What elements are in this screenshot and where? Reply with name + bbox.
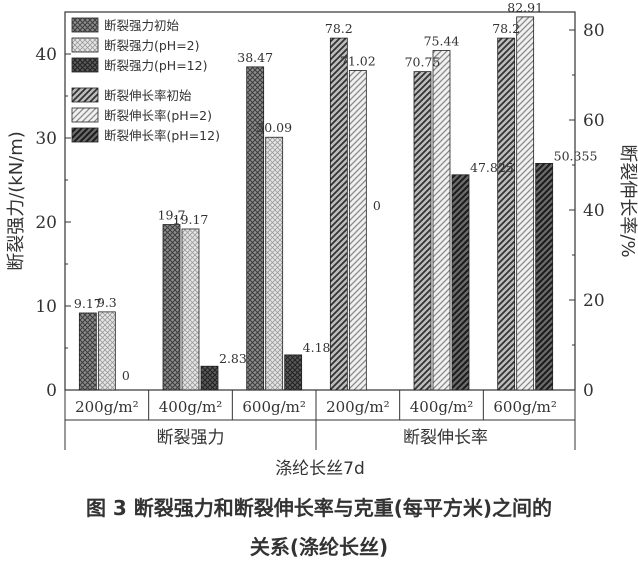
left-tick-label-4: 40 xyxy=(35,45,57,65)
category-label-0-0: 200g/m² xyxy=(75,398,139,416)
left-tick-label-2: 20 xyxy=(35,213,57,233)
bar-s5-c1 xyxy=(451,174,470,391)
legend-label-5: 断裂伸长率(pH=12) xyxy=(104,128,220,143)
category-label-1-1: 400g/m² xyxy=(410,398,474,416)
plot-frame xyxy=(64,11,576,450)
left-tick-label-3: 30 xyxy=(35,129,57,149)
legend-swatch-4 xyxy=(71,107,99,123)
left-tick-label-1: 10 xyxy=(35,297,57,317)
data-label-s5-c2: 50.355 xyxy=(554,148,598,163)
right-tick-label-2: 40 xyxy=(583,201,605,221)
legend-swatch-0 xyxy=(71,17,99,33)
legend-label-3: 断裂伸长率初始 xyxy=(104,88,192,103)
category-label-0-1: 400g/m² xyxy=(159,398,223,416)
group-label-0: 断裂强力 xyxy=(157,428,225,448)
right-tick-label-0: 0 xyxy=(583,381,594,401)
x-axis-title: 涤纶长丝7d xyxy=(275,459,365,479)
data-label-s2-c1: 2.83 xyxy=(219,351,247,366)
bar-s2-c1 xyxy=(200,365,219,391)
data-label-s1-c1: 19.17 xyxy=(173,212,209,227)
legend-swatch-5 xyxy=(71,127,99,143)
data-label-s0-c2: 38.47 xyxy=(237,50,273,65)
figure-caption-line-2: 关系(涤纶长丝) xyxy=(249,535,389,559)
data-label-s2-c0: 0 xyxy=(122,368,130,383)
data-labels-layer: 9.17 19.7 38.47 9.3 19.17 30.09 0 2.83 4.18 78.2 7… xyxy=(74,0,598,383)
bar-s0-c0 xyxy=(78,312,97,391)
bar-s1-c2 xyxy=(265,136,284,391)
data-label-s5-c1: 47.825 xyxy=(470,160,514,175)
axes-layer: 200g/m² 400g/m² 600g/m² 断裂强力 200g/m² 400g/m² 6… xyxy=(6,21,638,479)
data-label-s1-c2: 30.09 xyxy=(256,120,292,135)
bars-layer xyxy=(78,16,554,391)
data-label-s3-c0: 78.2 xyxy=(325,21,353,36)
data-label-s4-c1: 75.44 xyxy=(424,34,460,49)
bar-s4-c0 xyxy=(348,70,367,391)
legend-label-0: 断裂强力初始 xyxy=(104,18,180,33)
bar-s5-c2 xyxy=(535,163,554,391)
bar-s1-c0 xyxy=(97,311,116,391)
category-label-0-2: 600g/m² xyxy=(242,398,306,416)
data-label-s4-c2: 82.91 xyxy=(507,0,543,15)
right-tick-label-4: 80 xyxy=(583,21,605,41)
data-label-s0-c1: 19.7 xyxy=(158,208,186,223)
bar-s3-c1 xyxy=(413,71,432,391)
data-label-s3-c1: 70.75 xyxy=(405,55,441,70)
left-tick-label-0: 0 xyxy=(46,381,57,401)
y-axis-left-title: 断裂强力/(kN/m) xyxy=(6,131,27,271)
legend-swatch-1 xyxy=(71,37,99,53)
data-label-s0-c0: 9.17 xyxy=(74,296,102,311)
data-label-s1-c0: 9.3 xyxy=(97,295,117,310)
data-label-s3-c2: 78.2 xyxy=(492,21,520,36)
right-tick-label-1: 20 xyxy=(583,291,605,311)
right-tick-label-3: 60 xyxy=(583,111,605,131)
bar-s0-c1 xyxy=(162,224,181,391)
bar-s4-c2 xyxy=(516,16,535,391)
plot-area-border xyxy=(64,11,576,391)
bar-s0-c2 xyxy=(246,66,265,391)
y-axis-right-title: 断裂伸长率/% xyxy=(617,144,638,257)
legend-swatch-3 xyxy=(71,87,99,103)
bar-s1-c1 xyxy=(181,228,200,391)
chart: 9.17 19.7 38.47 9.3 19.17 30.09 0 2.83 4.18 78.2 7… xyxy=(6,0,638,479)
legend-label-2: 断裂强力(pH=12) xyxy=(104,58,207,73)
group-label-1: 断裂伸长率 xyxy=(403,428,488,448)
data-label-s4-c0: 71.02 xyxy=(340,53,376,68)
legend-label-1: 断裂强力(pH=2) xyxy=(104,38,200,53)
figure-caption-line-1: 图 3 断裂强力和断裂伸长率与克重(每平方米)之间的 xyxy=(85,496,553,520)
bar-s3-c0 xyxy=(329,37,348,391)
legend-label-4: 断裂伸长率(pH=2) xyxy=(104,108,212,123)
bar-s3-c2 xyxy=(497,37,516,391)
category-label-1-0: 200g/m² xyxy=(326,398,390,416)
legend-swatch-2 xyxy=(71,57,99,73)
bar-s2-c2 xyxy=(284,354,303,391)
category-label-1-2: 600g/m² xyxy=(493,398,557,416)
data-label-s5-c0: 0 xyxy=(373,198,381,213)
data-label-s2-c2: 4.18 xyxy=(303,340,331,355)
bar-s4-c1 xyxy=(432,50,451,391)
